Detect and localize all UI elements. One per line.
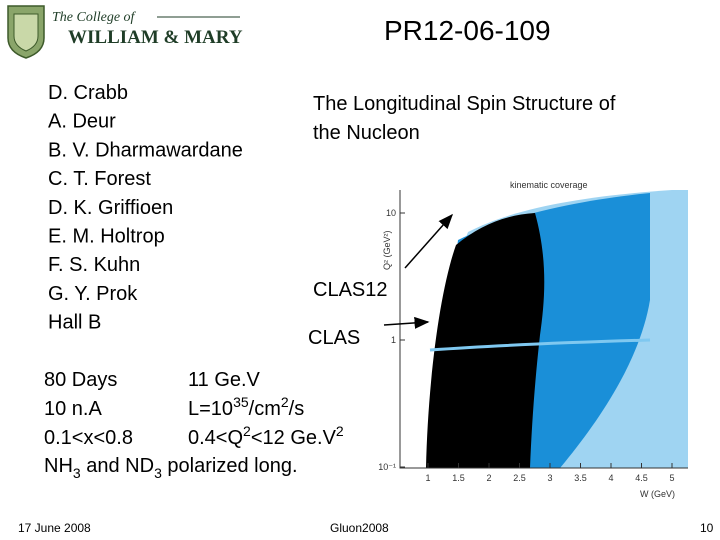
footer-page: 10 <box>700 521 714 535</box>
footer-event: Gluon2008 <box>330 521 389 535</box>
x-tick-label: 3.5 <box>574 473 587 483</box>
clas12-label: CLAS12 <box>313 279 388 301</box>
x-tick-label: 5 <box>669 473 674 483</box>
detail-left: 10 n.A <box>44 398 102 420</box>
detail-right: L=1035/cm2/s <box>188 394 304 420</box>
details: 80 Days 10 n.A 0.1<x<0.8 11 Ge.V L=1035/… <box>44 369 344 481</box>
y-axis-label: Q² (GeV²) <box>382 230 392 270</box>
detail-right: 11 Ge.V <box>188 369 261 391</box>
sup: 35 <box>233 394 249 410</box>
logo: The College of WILLIAM & MARY <box>7 5 243 59</box>
subtitle-line: The Longitudinal Spin Structure of <box>313 93 616 115</box>
author-list: D. Crabb A. Deur B. V. Dharmawardane C. T. … <box>48 82 243 334</box>
y-tick-label: 10⁻¹ <box>378 462 396 472</box>
slide-title: PR12-06-109 <box>384 15 551 46</box>
y-tick-label: 10 <box>386 208 396 218</box>
detail-left: 0.1<x<0.8 <box>44 427 133 449</box>
college-name: WILLIAM & MARY <box>68 27 243 48</box>
detail-last: NH3 and ND3 polarized long. <box>44 455 298 481</box>
x-tick-label: 1.5 <box>452 473 465 483</box>
x-tick-label: 4 <box>608 473 613 483</box>
detail-left: 80 Days <box>44 369 117 391</box>
clas-label: CLAS <box>308 327 360 349</box>
detail-right: 0.4<Q2<12 Ge.V2 <box>188 423 344 449</box>
x-tick-label: 1 <box>425 473 430 483</box>
college-line: The College of <box>52 10 137 25</box>
t: 0.4<Q <box>188 427 243 449</box>
t: NH <box>44 455 73 477</box>
author: F. S. Kuhn <box>48 254 140 276</box>
subtitle-line: the Nucleon <box>313 122 420 144</box>
x-tick-label: 3 <box>547 473 552 483</box>
author: C. T. Forest <box>48 168 151 190</box>
kinematic-figure: 10 1 10⁻¹ 1 1.5 2 2.5 3 3.5 4 4.5 5 kinematic cover… <box>378 180 693 502</box>
t: and ND <box>81 455 154 477</box>
sup: 2 <box>336 423 344 439</box>
t: /cm <box>249 398 281 420</box>
t: <12 Ge.V <box>251 427 337 449</box>
t: L=10 <box>188 398 233 420</box>
x-axis-label: W (GeV) <box>640 489 675 499</box>
sup: 2 <box>243 423 251 439</box>
author: Hall B <box>48 312 101 334</box>
footer-date: 17 June 2008 <box>18 521 91 535</box>
author: D. K. Griffioen <box>48 197 173 219</box>
y-tick-label: 1 <box>391 335 396 345</box>
figure-title: kinematic coverage <box>510 180 588 190</box>
region-clas <box>426 213 545 468</box>
region-line <box>429 338 651 352</box>
author: B. V. Dharmawardane <box>48 139 243 161</box>
author: A. Deur <box>48 111 116 133</box>
x-tick-label: 2 <box>486 473 491 483</box>
sub: 3 <box>154 465 162 481</box>
author: G. Y. Prok <box>48 283 138 305</box>
sub: 3 <box>73 465 81 481</box>
x-tick-label: 4.5 <box>635 473 648 483</box>
x-tick-label: 2.5 <box>513 473 526 483</box>
author: D. Crabb <box>48 82 128 104</box>
t: /s <box>289 398 305 420</box>
t: polarized long. <box>162 455 298 477</box>
author: E. M. Holtrop <box>48 226 165 248</box>
sup: 2 <box>281 394 289 410</box>
